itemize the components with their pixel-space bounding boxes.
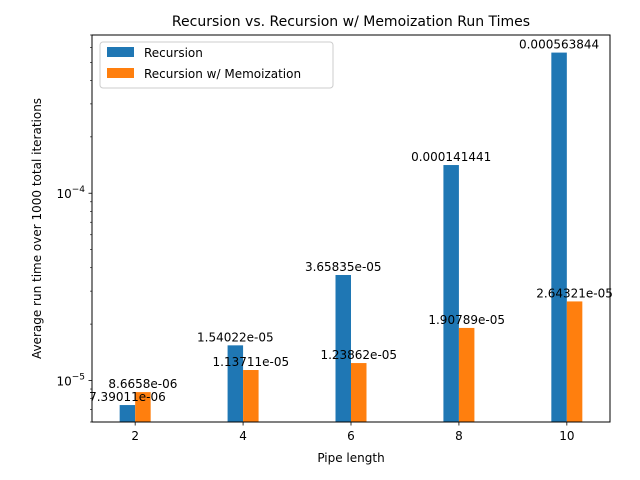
legend-swatch-memoization xyxy=(107,68,134,78)
legend: Recursion Recursion w/ Memoization xyxy=(99,41,334,89)
bar-recursion-4 xyxy=(227,345,244,422)
data-label-memoization-10: 2.64321e-05 xyxy=(536,286,613,300)
y-tick-base: 10 xyxy=(56,187,71,201)
x-tick-label: 8 xyxy=(455,429,463,443)
legend-swatch-recursion xyxy=(107,47,134,57)
y-tick-exponent: −5 xyxy=(72,372,85,382)
bars-layer xyxy=(119,52,583,422)
y-tick-label: 10−5 xyxy=(56,372,85,388)
y-axis-label: Average run time over 1000 total iterati… xyxy=(30,98,44,359)
x-tick-label: 10 xyxy=(559,429,574,443)
data-label-recursion-6: 3.65835e-05 xyxy=(305,260,382,274)
bar-recursion-10 xyxy=(551,52,567,422)
y-tick-base: 10 xyxy=(56,374,71,388)
data-label-memoization-4: 1.13711e-05 xyxy=(213,355,290,369)
bar-memoization-6 xyxy=(351,363,367,422)
data-label-memoization-6: 1.23862e-05 xyxy=(320,348,397,362)
bar-memoization-8 xyxy=(458,327,475,422)
data-label-recursion-10: 0.000563844 xyxy=(519,38,599,52)
chart-title: Recursion vs. Recursion w/ Memoization R… xyxy=(172,14,530,30)
x-tick-label: 6 xyxy=(347,429,355,443)
bar-recursion-8 xyxy=(443,165,459,422)
bar-memoization-10 xyxy=(566,301,583,422)
y-tick-label: 10−4 xyxy=(56,185,85,201)
x-tick-label: 2 xyxy=(131,429,139,443)
x-axis-ticks: 2 4 6 8 10 xyxy=(131,422,574,443)
legend-label-recursion: Recursion xyxy=(144,46,203,60)
legend-box xyxy=(99,41,334,89)
data-label-memoization-2: 8.6658e-06 xyxy=(108,377,177,391)
y-axis-ticks: 10−510−4 xyxy=(56,34,92,423)
x-tick-label: 4 xyxy=(239,429,247,443)
data-label-memoization-8: 1.90789e-05 xyxy=(428,313,505,327)
data-label-recursion-8: 0.000141441 xyxy=(411,150,491,164)
data-labels-layer: 7.39011e-06 1.54022e-05 3.65835e-05 0.00014… xyxy=(89,38,613,404)
legend-label-memoization: Recursion w/ Memoization xyxy=(144,67,301,81)
x-axis-label: Pipe length xyxy=(317,451,384,465)
bar-memoization-4 xyxy=(243,370,259,422)
data-label-recursion-2: 7.39011e-06 xyxy=(89,390,166,404)
data-label-recursion-4: 1.54022e-05 xyxy=(197,330,274,344)
bar-recursion-6 xyxy=(335,274,351,422)
bar-memoization-2 xyxy=(135,392,151,422)
y-tick-exponent: −4 xyxy=(72,185,86,195)
bar-recursion-2 xyxy=(119,405,136,422)
